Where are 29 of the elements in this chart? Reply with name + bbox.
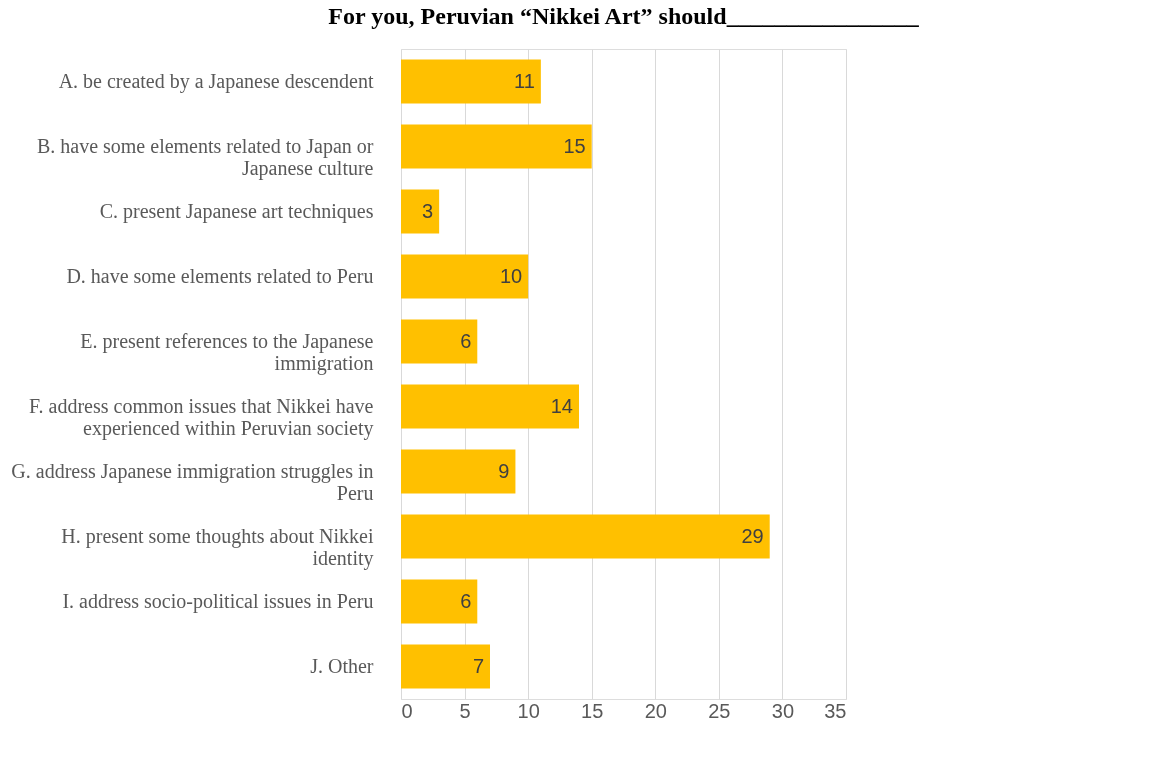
x-tick-label: 5 bbox=[459, 699, 471, 722]
data-label: 10 bbox=[499, 264, 523, 287]
data-label: 29 bbox=[741, 524, 764, 547]
y-tick-label: I. address socio-political issues in Peru bbox=[62, 589, 374, 613]
data-label: 9 bbox=[498, 459, 510, 482]
data-label: 7 bbox=[472, 654, 484, 677]
data-label: 15 bbox=[563, 134, 586, 157]
y-tick-label: J. Other bbox=[310, 654, 374, 677]
data-label: 3 bbox=[422, 199, 434, 222]
x-tick-label: 30 bbox=[771, 699, 795, 722]
x-tick-label: 0 bbox=[401, 699, 413, 722]
data-label: 6 bbox=[460, 329, 472, 352]
y-tick-label: F. address common issues that Nikkei have experienced within Peruvian society bbox=[29, 394, 374, 440]
x-tick-label: 35 bbox=[824, 699, 847, 722]
y-tick-label: G. address Japanese immigration struggles in Peru bbox=[11, 459, 374, 504]
y-tick-label: H. present some thoughts about Nikkei identity bbox=[61, 524, 374, 570]
x-tick-label: 25 bbox=[708, 699, 731, 722]
data-label: 11 bbox=[514, 69, 535, 92]
y-tick-label: E. present references to the Japanese immigration bbox=[80, 329, 374, 375]
y-tick-label: C. present Japanese art techniques bbox=[99, 199, 374, 223]
y-tick-label: D. have some elements related to Peru bbox=[66, 264, 374, 287]
data-label: 6 bbox=[460, 589, 472, 612]
y-tick-label: A. be created by a Japanese descendent bbox=[58, 69, 374, 93]
data-label: 14 bbox=[550, 394, 573, 417]
chart-title: For you, Peruvian “Nikkei Art” should________________ bbox=[328, 3, 920, 29]
y-tick-label: B. have some elements related to Japan or Japanese culture bbox=[36, 134, 374, 180]
x-tick-label: 15 bbox=[581, 699, 604, 722]
x-tick-label: 10 bbox=[517, 699, 540, 722]
x-tick-label: 20 bbox=[644, 699, 667, 722]
